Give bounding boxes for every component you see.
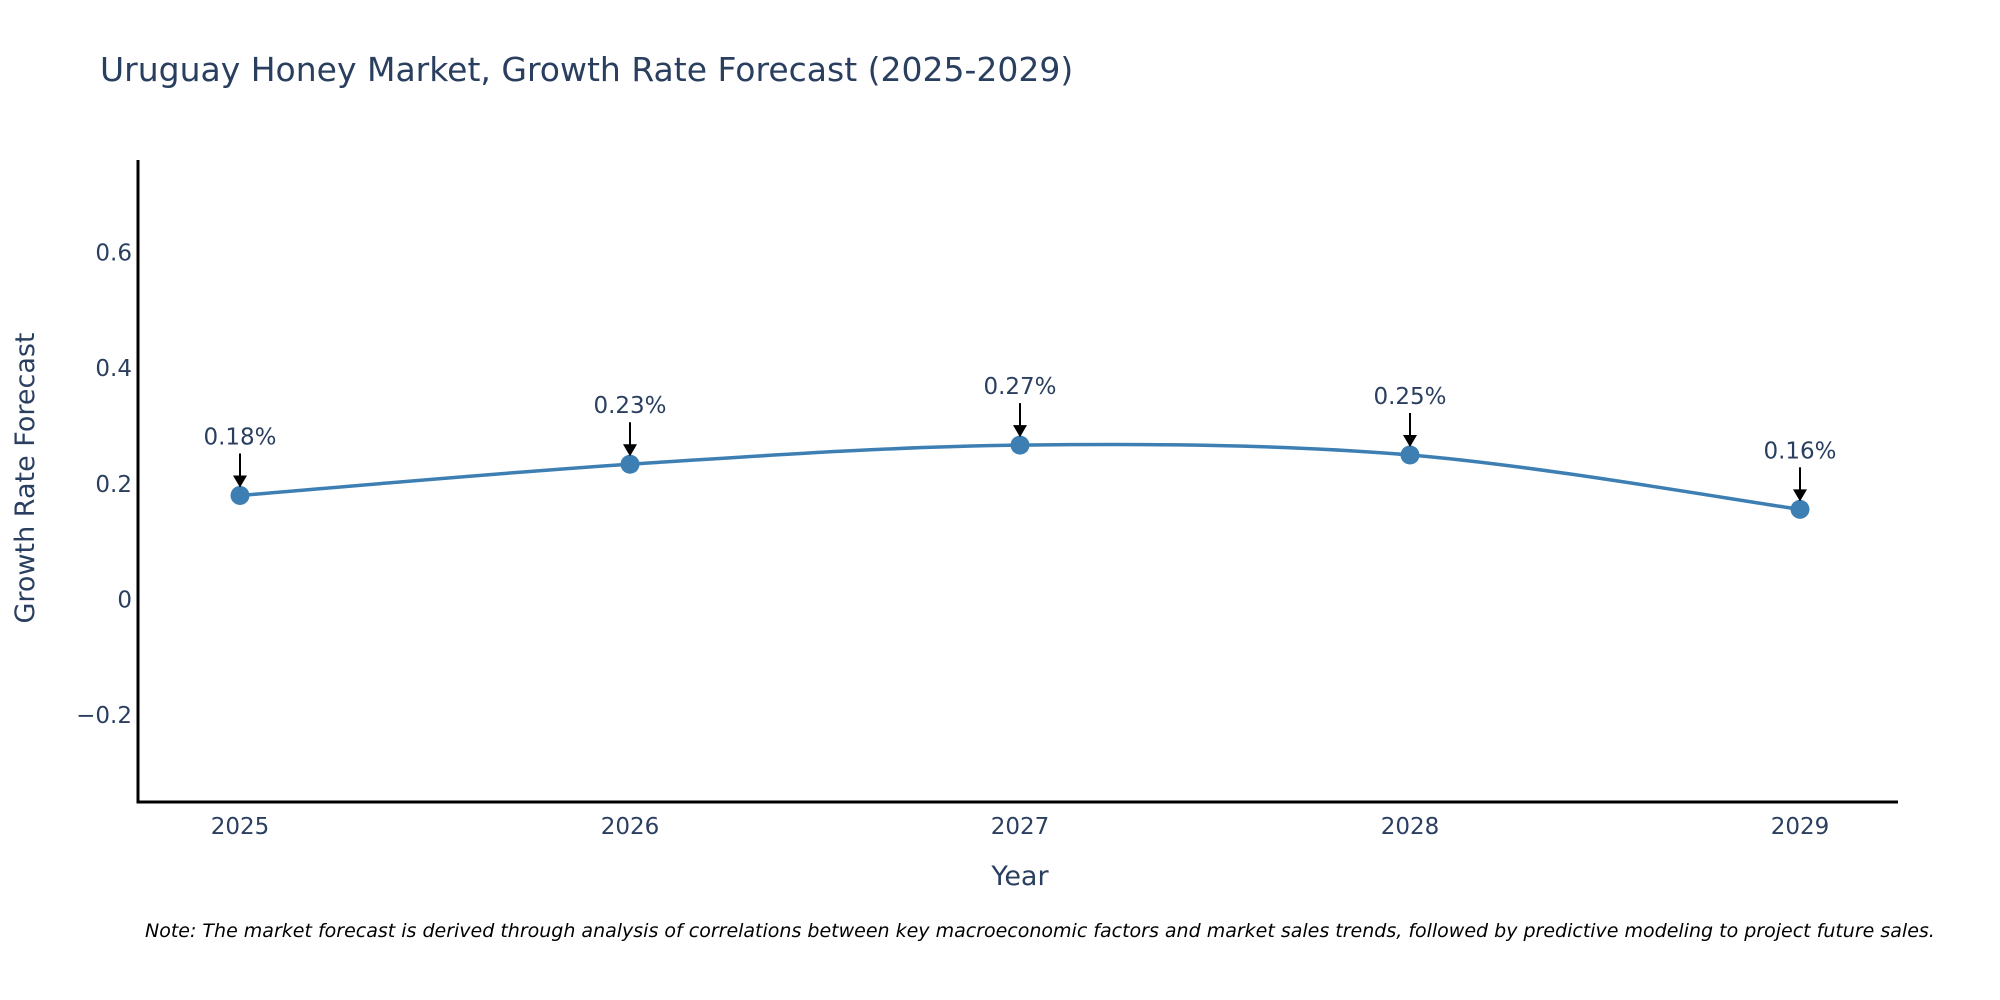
annotation-arrowhead: [1403, 434, 1417, 447]
y-axis-ticks: −0.2 0 0.2 0.4 0.6: [76, 241, 132, 730]
axes: [136, 160, 1898, 804]
x-tick-label: 2026: [601, 814, 660, 840]
data-label: 0.16%: [1763, 438, 1836, 464]
data-label: 0.23%: [593, 393, 666, 419]
x-tick-label: 2029: [1771, 814, 1830, 840]
y-axis-title: Growth Rate Forecast: [10, 332, 41, 623]
data-point: [620, 454, 640, 474]
data-point: [230, 485, 250, 505]
y-tick-label: −0.2: [76, 703, 132, 729]
data-label: 0.25%: [1373, 384, 1446, 410]
series-markers: [230, 435, 1810, 519]
annotation-arrowhead: [1793, 489, 1807, 502]
y-tick-label: 0: [117, 588, 132, 614]
data-point: [1790, 499, 1810, 519]
x-tick-label: 2028: [1381, 814, 1440, 840]
annotation-arrowhead: [623, 444, 637, 457]
data-label: 0.18%: [203, 424, 276, 450]
data-annotations: 0.18% 0.23% 0.27% 0.25% 0.16%: [203, 374, 1837, 502]
data-label: 0.27%: [983, 374, 1056, 400]
annotation-arrowhead: [1013, 425, 1027, 438]
y-tick-label: 0.2: [95, 472, 132, 498]
y-tick-label: 0.6: [95, 241, 132, 267]
footnote: Note: The market forecast is derived thr…: [145, 920, 1935, 942]
annotation-arrowhead: [233, 475, 247, 488]
data-point: [1010, 435, 1030, 455]
x-axis-ticks: 2025 2026 2027 2028 2029: [211, 814, 1830, 840]
y-tick-label: 0.4: [95, 356, 132, 382]
x-axis-title: Year: [990, 861, 1049, 892]
chart-title: Uruguay Honey Market, Growth Rate Foreca…: [100, 50, 1073, 89]
x-tick-label: 2027: [991, 814, 1050, 840]
x-tick-label: 2025: [211, 814, 270, 840]
data-point: [1400, 445, 1420, 465]
